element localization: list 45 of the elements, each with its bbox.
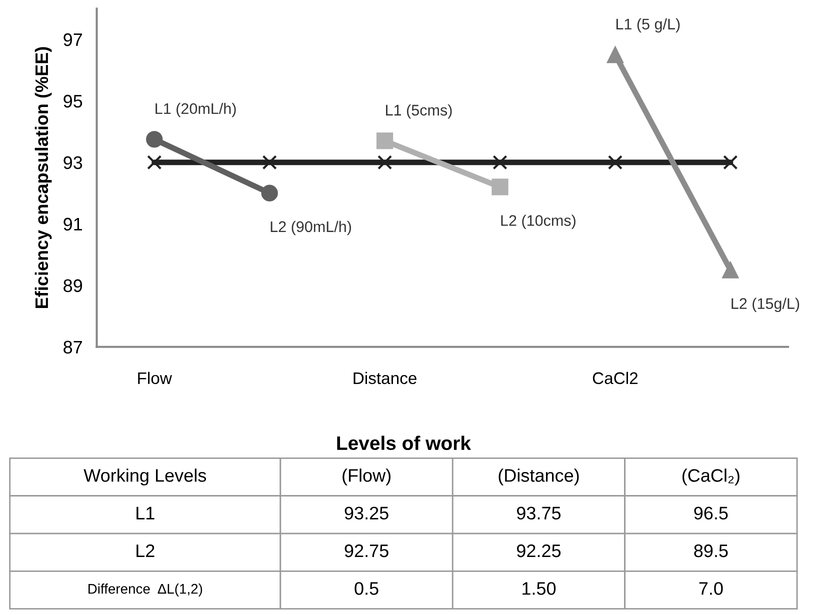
category-label: (CaCl₂) [682, 468, 740, 486]
point [606, 46, 624, 64]
data-label: L2 (90mL/h) [270, 220, 351, 236]
point [146, 130, 163, 148]
y-tick-label: 93 [64, 156, 82, 170]
y-tick-label: 95 [64, 94, 82, 108]
y-tick-label: 87 [64, 340, 82, 354]
data-label: L2 (10cms) [501, 214, 576, 229]
text: 93.25 [344, 506, 388, 520]
category-label: L1 [136, 506, 154, 520]
data-label: L1 (5cms) [386, 104, 452, 119]
text: 89.5 [694, 544, 728, 558]
point [608, 155, 622, 170]
x-tick-label: Flow [138, 372, 172, 384]
data-label: L1 (20mL/h) [156, 102, 236, 118]
x-tick-label: Distance [354, 372, 416, 384]
y-axis-title: Eficiency encapsulation (%EE) [34, 47, 52, 308]
category-label: Working Levels [84, 468, 206, 486]
point [147, 155, 162, 170]
y-tick-label: 89 [64, 279, 82, 292]
data-label: L2 (15g/L) [732, 298, 800, 312]
text: 96.5 [694, 506, 728, 520]
y-tick-label: 97 [64, 33, 82, 46]
point [376, 132, 394, 150]
point [722, 262, 739, 278]
point [261, 184, 278, 202]
text: 92.25 [516, 544, 561, 558]
point [377, 155, 392, 170]
category-label: (Distance) [498, 468, 579, 486]
x-tick-label: CaCl2 [592, 372, 638, 384]
point [262, 155, 277, 170]
point [723, 155, 738, 170]
text: 1.50 [522, 582, 556, 595]
text: 7.0 [699, 582, 723, 595]
data-label: L1 (5 g/L) [616, 18, 680, 33]
category-label: (Flow) [342, 468, 390, 486]
y-tick-label: 91 [64, 218, 82, 231]
text: 92.75 [344, 544, 388, 558]
category-label: Difference ΔL(1,2) [88, 584, 202, 596]
text: 93.75 [516, 506, 561, 520]
point [492, 178, 508, 196]
point [492, 155, 508, 170]
category-label: L2 [136, 544, 154, 558]
text: Levels of work [337, 436, 472, 450]
text: 0.5 [354, 582, 378, 595]
